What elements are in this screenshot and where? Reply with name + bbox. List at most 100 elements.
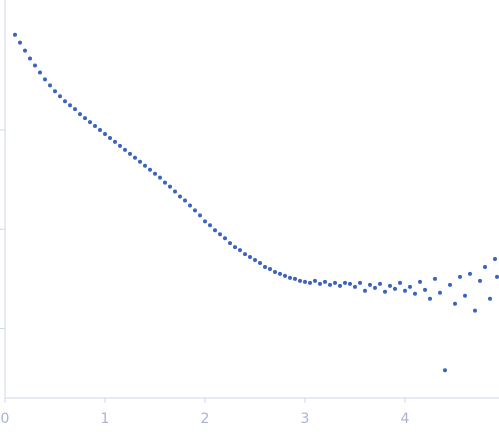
data-point [258, 261, 262, 266]
data-point [118, 143, 122, 148]
data-point [188, 203, 192, 208]
data-point [473, 308, 477, 313]
data-point [288, 275, 292, 280]
data-point [373, 285, 377, 290]
data-point [273, 269, 277, 274]
x-tick-label: 0 [1, 411, 10, 427]
data-point [238, 248, 242, 253]
data-point [68, 103, 72, 108]
data-point [428, 296, 432, 301]
data-point [208, 223, 212, 228]
data-point [248, 255, 252, 260]
x-tick-label: 3 [301, 411, 310, 427]
data-point [298, 278, 302, 283]
data-point [328, 282, 332, 287]
data-point [198, 213, 202, 218]
data-point [113, 139, 117, 144]
data-point [443, 368, 447, 373]
data-point [58, 94, 62, 99]
data-point [108, 135, 112, 140]
data-point [378, 281, 382, 286]
data-point [158, 175, 162, 180]
data-point [293, 276, 297, 281]
data-point [323, 279, 327, 284]
data-point [23, 48, 27, 53]
data-point [398, 280, 402, 285]
data-point [423, 287, 427, 292]
data-point [173, 189, 177, 194]
data-point [138, 159, 142, 164]
x-tick-label: 1 [101, 411, 110, 427]
data-point [48, 83, 52, 88]
x-tick-label: 2 [201, 411, 210, 427]
data-point [28, 56, 32, 61]
data-point [18, 40, 22, 45]
data-point [168, 184, 172, 189]
data-point [253, 258, 257, 263]
data-point [98, 128, 102, 133]
data-point [218, 232, 222, 237]
data-point [338, 283, 342, 288]
data-point [153, 171, 157, 176]
data-point [368, 282, 372, 287]
data-point [213, 228, 217, 233]
data-point [183, 198, 187, 203]
data-point [418, 279, 422, 284]
data-point [408, 284, 412, 289]
data-point [78, 112, 82, 117]
data-point [343, 280, 347, 285]
data-point [33, 63, 37, 68]
data-point [453, 301, 457, 306]
data-point [268, 266, 272, 271]
data-point [83, 116, 87, 121]
data-point [308, 280, 312, 285]
data-point [468, 271, 472, 276]
data-point [283, 273, 287, 278]
data-point [63, 99, 67, 104]
data-point [358, 280, 362, 285]
data-point [413, 291, 417, 296]
data-point [223, 236, 227, 241]
data-point [433, 276, 437, 281]
data-point [318, 281, 322, 286]
data-point [438, 290, 442, 295]
data-point [53, 89, 57, 94]
data-point [73, 107, 77, 112]
data-point [363, 288, 367, 293]
data-point [13, 32, 17, 37]
data-point [383, 289, 387, 294]
data-point [123, 147, 127, 152]
data-point [88, 120, 92, 125]
data-point [203, 219, 207, 224]
data-point [348, 281, 352, 286]
data-point [393, 286, 397, 291]
data-point [313, 278, 317, 283]
data-point [143, 163, 147, 168]
data-point [483, 264, 487, 269]
data-point [103, 131, 107, 136]
data-point [43, 77, 47, 82]
data-point [93, 124, 97, 129]
data-point [403, 288, 407, 293]
data-point [493, 257, 497, 262]
data-point [38, 70, 42, 75]
data-point [353, 284, 357, 289]
data-point [333, 280, 337, 285]
data-point [388, 283, 392, 288]
data-point [478, 278, 482, 283]
data-point [495, 274, 499, 279]
data-point [243, 252, 247, 257]
data-point [488, 296, 492, 301]
data-point [278, 271, 282, 276]
data-point [193, 208, 197, 213]
x-tick-label: 4 [401, 411, 410, 427]
data-point [458, 274, 462, 279]
data-point [178, 194, 182, 199]
data-point [148, 167, 152, 172]
data-point [228, 241, 232, 246]
data-point [163, 180, 167, 185]
data-point [448, 282, 452, 287]
data-point [128, 151, 132, 156]
data-point [133, 155, 137, 160]
